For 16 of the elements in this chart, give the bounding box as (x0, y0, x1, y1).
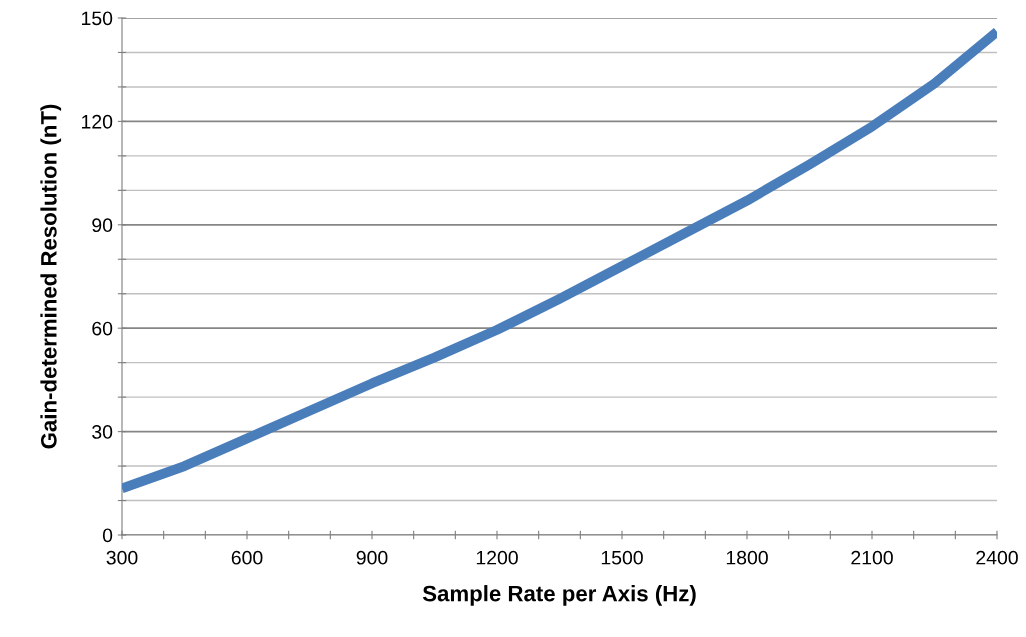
x-tick-label: 300 (106, 550, 138, 565)
x-axis-title: Sample Rate per Axis (Hz) (422, 585, 696, 606)
x-tick-label: 2400 (976, 550, 1018, 565)
y-tick-label: 30 (92, 425, 113, 439)
x-tick-label: 1500 (601, 550, 643, 565)
x-tick-label: 900 (356, 550, 388, 565)
y-tick-label: 120 (82, 114, 113, 129)
x-tick-label: 2100 (851, 550, 893, 565)
x-tick-label: 1200 (476, 550, 518, 565)
y-axis-title: Gain-determined Resolution (nT) (40, 104, 62, 449)
y-tick-label: 90 (92, 218, 113, 233)
y-tick-label: 60 (92, 321, 113, 336)
x-tick-label: 1800 (726, 550, 768, 565)
y-tick-label: 0 (102, 528, 113, 543)
y-tick-label: 150 (82, 11, 113, 26)
x-tick-label: 600 (231, 550, 263, 565)
